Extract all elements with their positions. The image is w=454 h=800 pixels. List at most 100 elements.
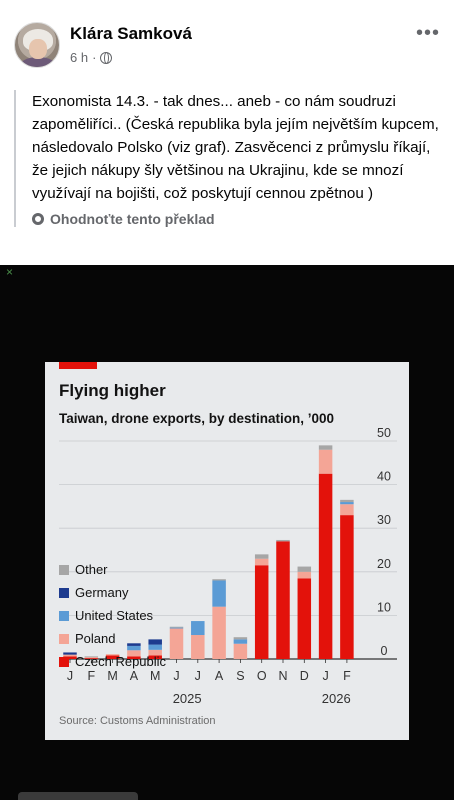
x-tick-label: N xyxy=(278,669,287,683)
chart-subtitle: Taiwan, drone exports, by destination, ’… xyxy=(59,411,335,426)
post-text: Exonomista 14.3. - tak dnes... aneb - co… xyxy=(32,93,439,202)
bar-segment xyxy=(318,473,333,659)
chart-legend: Other Germany United States Poland Czech Rep… xyxy=(59,558,166,673)
bar-segment xyxy=(148,639,162,645)
bar-segment xyxy=(233,637,248,640)
bar-segment xyxy=(191,621,205,636)
x-tick-label: J xyxy=(195,669,201,683)
bar-segment xyxy=(63,656,77,659)
y-tick-label: 20 xyxy=(377,557,391,571)
chart-card: Flying higher Taiwan, drone exports, by … xyxy=(45,362,409,740)
x-tick-label: A xyxy=(130,669,139,683)
legend-label: Poland xyxy=(75,631,116,646)
bar-segment xyxy=(148,649,162,656)
legend-label: Czech Republic xyxy=(75,654,167,669)
year-label: 2026 xyxy=(322,691,351,706)
bar-segment xyxy=(340,499,354,503)
bar-segment xyxy=(127,643,141,646)
legend-swatch xyxy=(59,564,69,575)
legend-item: United States xyxy=(59,604,166,627)
bar-segment xyxy=(148,655,162,659)
x-tick-label: F xyxy=(343,669,351,683)
bar-segment xyxy=(276,539,290,542)
post-header: Klára Samková 6 h · ••• xyxy=(0,0,454,80)
bar-segment xyxy=(340,504,354,516)
avatar[interactable] xyxy=(14,22,60,68)
y-tick-label: 0 xyxy=(381,644,388,658)
x-tick-label: J xyxy=(67,669,73,683)
legend-item: Germany xyxy=(59,581,166,604)
bar-segment xyxy=(318,449,333,474)
bar-segment xyxy=(127,656,141,659)
x-tick-label: A xyxy=(215,669,224,683)
x-tick-label: S xyxy=(236,669,244,683)
bar-segment xyxy=(212,579,226,581)
legend-item: Poland xyxy=(59,627,166,650)
bar-segment xyxy=(169,628,184,659)
bar-segment xyxy=(254,565,269,659)
legend-swatch xyxy=(59,656,69,667)
rate-translation-link[interactable]: Ohodnoťte tento překlad xyxy=(32,211,440,227)
bar-segment xyxy=(212,580,226,607)
bar-segment xyxy=(127,645,141,651)
x-tick-label: M xyxy=(150,669,160,683)
bar-segment xyxy=(276,541,290,659)
bar-segment xyxy=(169,627,184,629)
bar-segment xyxy=(84,657,99,659)
post-body: Exonomista 14.3. - tak dnes... aneb - co… xyxy=(14,90,440,227)
bar-segment xyxy=(63,652,77,655)
bar-segment xyxy=(169,626,184,628)
chart-source: Source: Customs Administration xyxy=(59,715,216,727)
bar-segment xyxy=(254,554,269,559)
x-tick-label: O xyxy=(257,669,267,683)
post-time[interactable]: 6 h xyxy=(70,50,89,65)
x-tick-label: J xyxy=(173,669,179,683)
bar-segment xyxy=(212,606,226,659)
rate-translation-label: Ohodnoťte tento překlad xyxy=(50,211,215,227)
bar-segment xyxy=(297,566,312,572)
bar-segment xyxy=(63,654,77,657)
author-name[interactable]: Klára Samková xyxy=(70,24,192,43)
legend-swatch xyxy=(59,633,69,644)
legend-label: Germany xyxy=(75,585,129,600)
post-meta: 6 h · xyxy=(70,50,113,65)
close-icon[interactable]: × xyxy=(6,265,14,279)
gear-icon xyxy=(32,213,44,225)
bar-segment xyxy=(191,635,205,659)
bar-segment xyxy=(318,445,333,450)
chart-title: Flying higher xyxy=(59,381,166,400)
bar-segment xyxy=(148,644,162,650)
x-tick-label: M xyxy=(107,669,117,683)
bottom-bar xyxy=(18,792,138,800)
legend-swatch xyxy=(59,610,69,621)
y-tick-label: 10 xyxy=(377,600,391,614)
x-tick-label: J xyxy=(322,669,328,683)
legend-label: Other xyxy=(75,562,108,577)
bar-segment xyxy=(233,639,248,644)
bar-segment xyxy=(105,654,120,656)
bar-segment xyxy=(84,656,99,658)
more-options-icon[interactable]: ••• xyxy=(415,22,440,44)
meta-separator: · xyxy=(92,50,97,65)
post-image[interactable]: × Flying higher Taiwan, drone exports, b… xyxy=(0,265,454,800)
legend-item: Czech Republic xyxy=(59,650,166,673)
bar-segment xyxy=(84,658,99,659)
bar-segment xyxy=(233,643,248,659)
year-label: 2025 xyxy=(173,691,202,706)
y-tick-label: 30 xyxy=(377,513,391,527)
bar-segment xyxy=(105,655,120,659)
bar-segment xyxy=(254,558,269,566)
legend-label: United States xyxy=(75,608,154,623)
bar-segment xyxy=(297,578,312,659)
x-tick-label: D xyxy=(300,669,309,683)
x-tick-label: F xyxy=(87,669,95,683)
legend-swatch xyxy=(59,587,69,598)
bar-segment xyxy=(340,515,354,659)
bar-segment xyxy=(297,571,312,579)
y-tick-label: 40 xyxy=(377,470,391,484)
legend-item: Other xyxy=(59,558,166,581)
bar-segment xyxy=(127,650,141,657)
brand-bar xyxy=(59,362,97,369)
y-tick-label: 50 xyxy=(377,426,391,440)
